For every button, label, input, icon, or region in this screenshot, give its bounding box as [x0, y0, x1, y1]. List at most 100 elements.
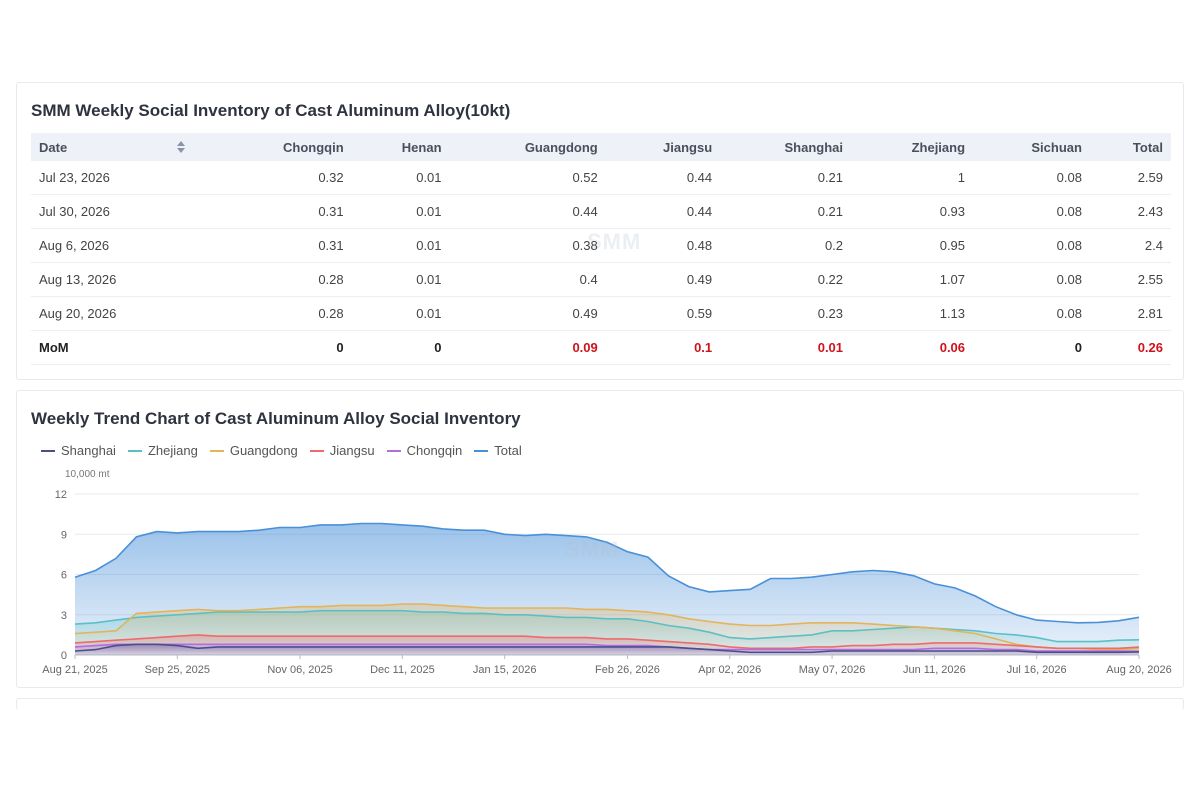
- trend-chart: 0 3 6 9 12 Aug 21, 2025 Sep 25, 2025 Nov 06, 20…: [42, 489, 1171, 676]
- row-cell: 0.28: [217, 262, 352, 297]
- row-cell: 0.59: [605, 296, 721, 331]
- sort-icon[interactable]: [177, 141, 185, 155]
- x-tick-label: Apr 02, 2026: [698, 664, 761, 676]
- row-cell: 0.2: [720, 228, 852, 263]
- legend-item-total[interactable]: Total: [474, 443, 522, 458]
- row-cell: 0.08: [973, 262, 1090, 297]
- row-date: Jul 23, 2026: [31, 161, 217, 195]
- row-cell: 2.81: [1089, 296, 1171, 331]
- legend-item-jiangsu[interactable]: Jiangsu: [309, 443, 375, 458]
- mom-cell: 0.06: [851, 330, 974, 365]
- row-cell: 0.93: [851, 194, 974, 229]
- row-cell: 0.44: [605, 194, 721, 229]
- series-line-guangdong: [74, 603, 1140, 651]
- row-cell: 0.44: [605, 161, 721, 195]
- x-tick-label: Dec 11, 2025: [370, 664, 435, 676]
- mom-cell: 0.1: [605, 330, 721, 365]
- row-cell: 0.01: [351, 228, 450, 263]
- x-tick-label: Aug 21, 2025: [42, 664, 107, 676]
- legend-label: Total: [494, 443, 522, 458]
- legend-label: Chongqin: [406, 443, 463, 458]
- row-cell: 0.49: [605, 262, 721, 297]
- column-header-guangdong: Guangdong: [449, 133, 606, 161]
- mom-cell: 0: [217, 330, 352, 365]
- chart-legend: Shanghai Zhejiang Guangdong Jiangsu Chongqin…: [41, 443, 522, 458]
- row-cell: 0.01: [351, 262, 450, 297]
- inventory-table-card: SMM Weekly Social Inventory of Cast Alum…: [16, 82, 1184, 380]
- row-date: Jul 30, 2026: [31, 194, 217, 229]
- row-cell: 0.08: [973, 296, 1090, 331]
- legend-label: Shanghai: [61, 443, 116, 458]
- next-card-edge: [16, 698, 1184, 710]
- row-cell: 0.31: [217, 228, 352, 263]
- legend-item-shanghai[interactable]: Shanghai: [41, 443, 116, 458]
- y-tick-label: 0: [61, 650, 67, 662]
- legend-item-zhejiang[interactable]: Zhejiang: [127, 443, 198, 458]
- table-title: SMM Weekly Social Inventory of Cast Alum…: [31, 101, 511, 120]
- row-cell: 0.21: [720, 194, 852, 229]
- row-cell: 0.21: [720, 161, 852, 195]
- row-date: Aug 6, 2026: [31, 228, 217, 263]
- mom-label: MoM: [31, 330, 217, 365]
- table-row: Aug 6, 2026 0.31 0.01 0.38 0.48 0.2 0.95 0.08 2.…: [31, 228, 1171, 263]
- legend-label: Zhejiang: [147, 443, 198, 458]
- legend-item-chongqin[interactable]: Chongqin: [386, 443, 463, 458]
- row-cell: 2.43: [1089, 194, 1171, 229]
- mom-cell: 0.26: [1089, 330, 1171, 365]
- x-tick-label: Aug 20, 2026: [1106, 664, 1171, 676]
- column-header-henan: Henan: [351, 133, 450, 161]
- legend-swatch: [309, 449, 324, 452]
- inventory-table: Date Chongqin Henan Guangdong Jiangsu Sh…: [31, 133, 1171, 365]
- legend-swatch: [386, 449, 401, 452]
- row-cell: 0.95: [851, 228, 974, 263]
- row-cell: 0.44: [449, 194, 606, 229]
- trend-chart-card: Weekly Trend Chart of Cast Aluminum Allo…: [16, 390, 1184, 688]
- row-cell: 0.08: [973, 228, 1090, 263]
- row-cell: 0.31: [217, 194, 352, 229]
- series-line-jiangsu: [74, 634, 1140, 650]
- row-cell: 0.01: [351, 194, 450, 229]
- row-cell: 2.4: [1089, 228, 1171, 263]
- mom-cell: 0.01: [720, 330, 852, 365]
- table-row: Jul 23, 2026 0.32 0.01 0.52 0.44 0.21 1 0.08 2.5…: [31, 161, 1171, 195]
- legend-item-guangdong[interactable]: Guangdong: [209, 443, 298, 458]
- series-line-shanghai: [74, 643, 1140, 654]
- y-tick-label: 12: [55, 489, 67, 501]
- row-cell: 0.08: [973, 194, 1090, 229]
- row-cell: 0.48: [605, 228, 721, 263]
- legend-swatch: [474, 449, 489, 452]
- column-header-zhejiang: Zhejiang: [851, 133, 974, 161]
- row-cell: 1.07: [851, 262, 974, 297]
- row-date: Aug 20, 2026: [31, 296, 217, 331]
- column-header-jiangsu: Jiangsu: [605, 133, 721, 161]
- row-cell: 0.38: [449, 228, 606, 263]
- x-tick-label: May 07, 2026: [799, 664, 866, 676]
- legend-swatch: [209, 449, 224, 452]
- column-header-shanghai: Shanghai: [720, 133, 852, 161]
- x-tick-label: Sep 25, 2025: [145, 664, 210, 676]
- x-tick-label: Feb 26, 2026: [595, 664, 660, 676]
- column-header-chongqin: Chongqin: [217, 133, 352, 161]
- column-header-total: Total: [1089, 133, 1171, 161]
- chart-title: Weekly Trend Chart of Cast Aluminum Allo…: [31, 409, 521, 428]
- mom-cell: 0.09: [449, 330, 606, 365]
- y-tick-label: 3: [61, 610, 67, 622]
- row-cell: 0.28: [217, 296, 352, 331]
- column-header-date[interactable]: Date: [31, 133, 217, 161]
- column-header-sichuan: Sichuan: [973, 133, 1090, 161]
- row-cell: 2.59: [1089, 161, 1171, 195]
- table-row: Aug 20, 2026 0.28 0.01 0.49 0.59 0.23 1.13 0.08…: [31, 296, 1171, 331]
- legend-swatch: [41, 449, 55, 452]
- mom-row: MoM 0 0 0.09 0.1 0.01 0.06 0 0.26: [31, 330, 1171, 365]
- y-tick-label: 9: [61, 529, 67, 541]
- row-cell: 0.01: [351, 161, 450, 195]
- row-cell: 2.55: [1089, 262, 1171, 297]
- row-cell: 0.22: [720, 262, 852, 297]
- mom-cell: 0: [351, 330, 450, 365]
- x-tick-label: Nov 06, 2025: [267, 664, 332, 676]
- legend-label: Guangdong: [229, 443, 298, 458]
- series-line-total: [74, 522, 1140, 624]
- row-date: Aug 13, 2026: [31, 262, 217, 297]
- row-cell: 0.01: [351, 296, 450, 331]
- table-header-row: Date Chongqin Henan Guangdong Jiangsu Sh…: [31, 133, 1171, 161]
